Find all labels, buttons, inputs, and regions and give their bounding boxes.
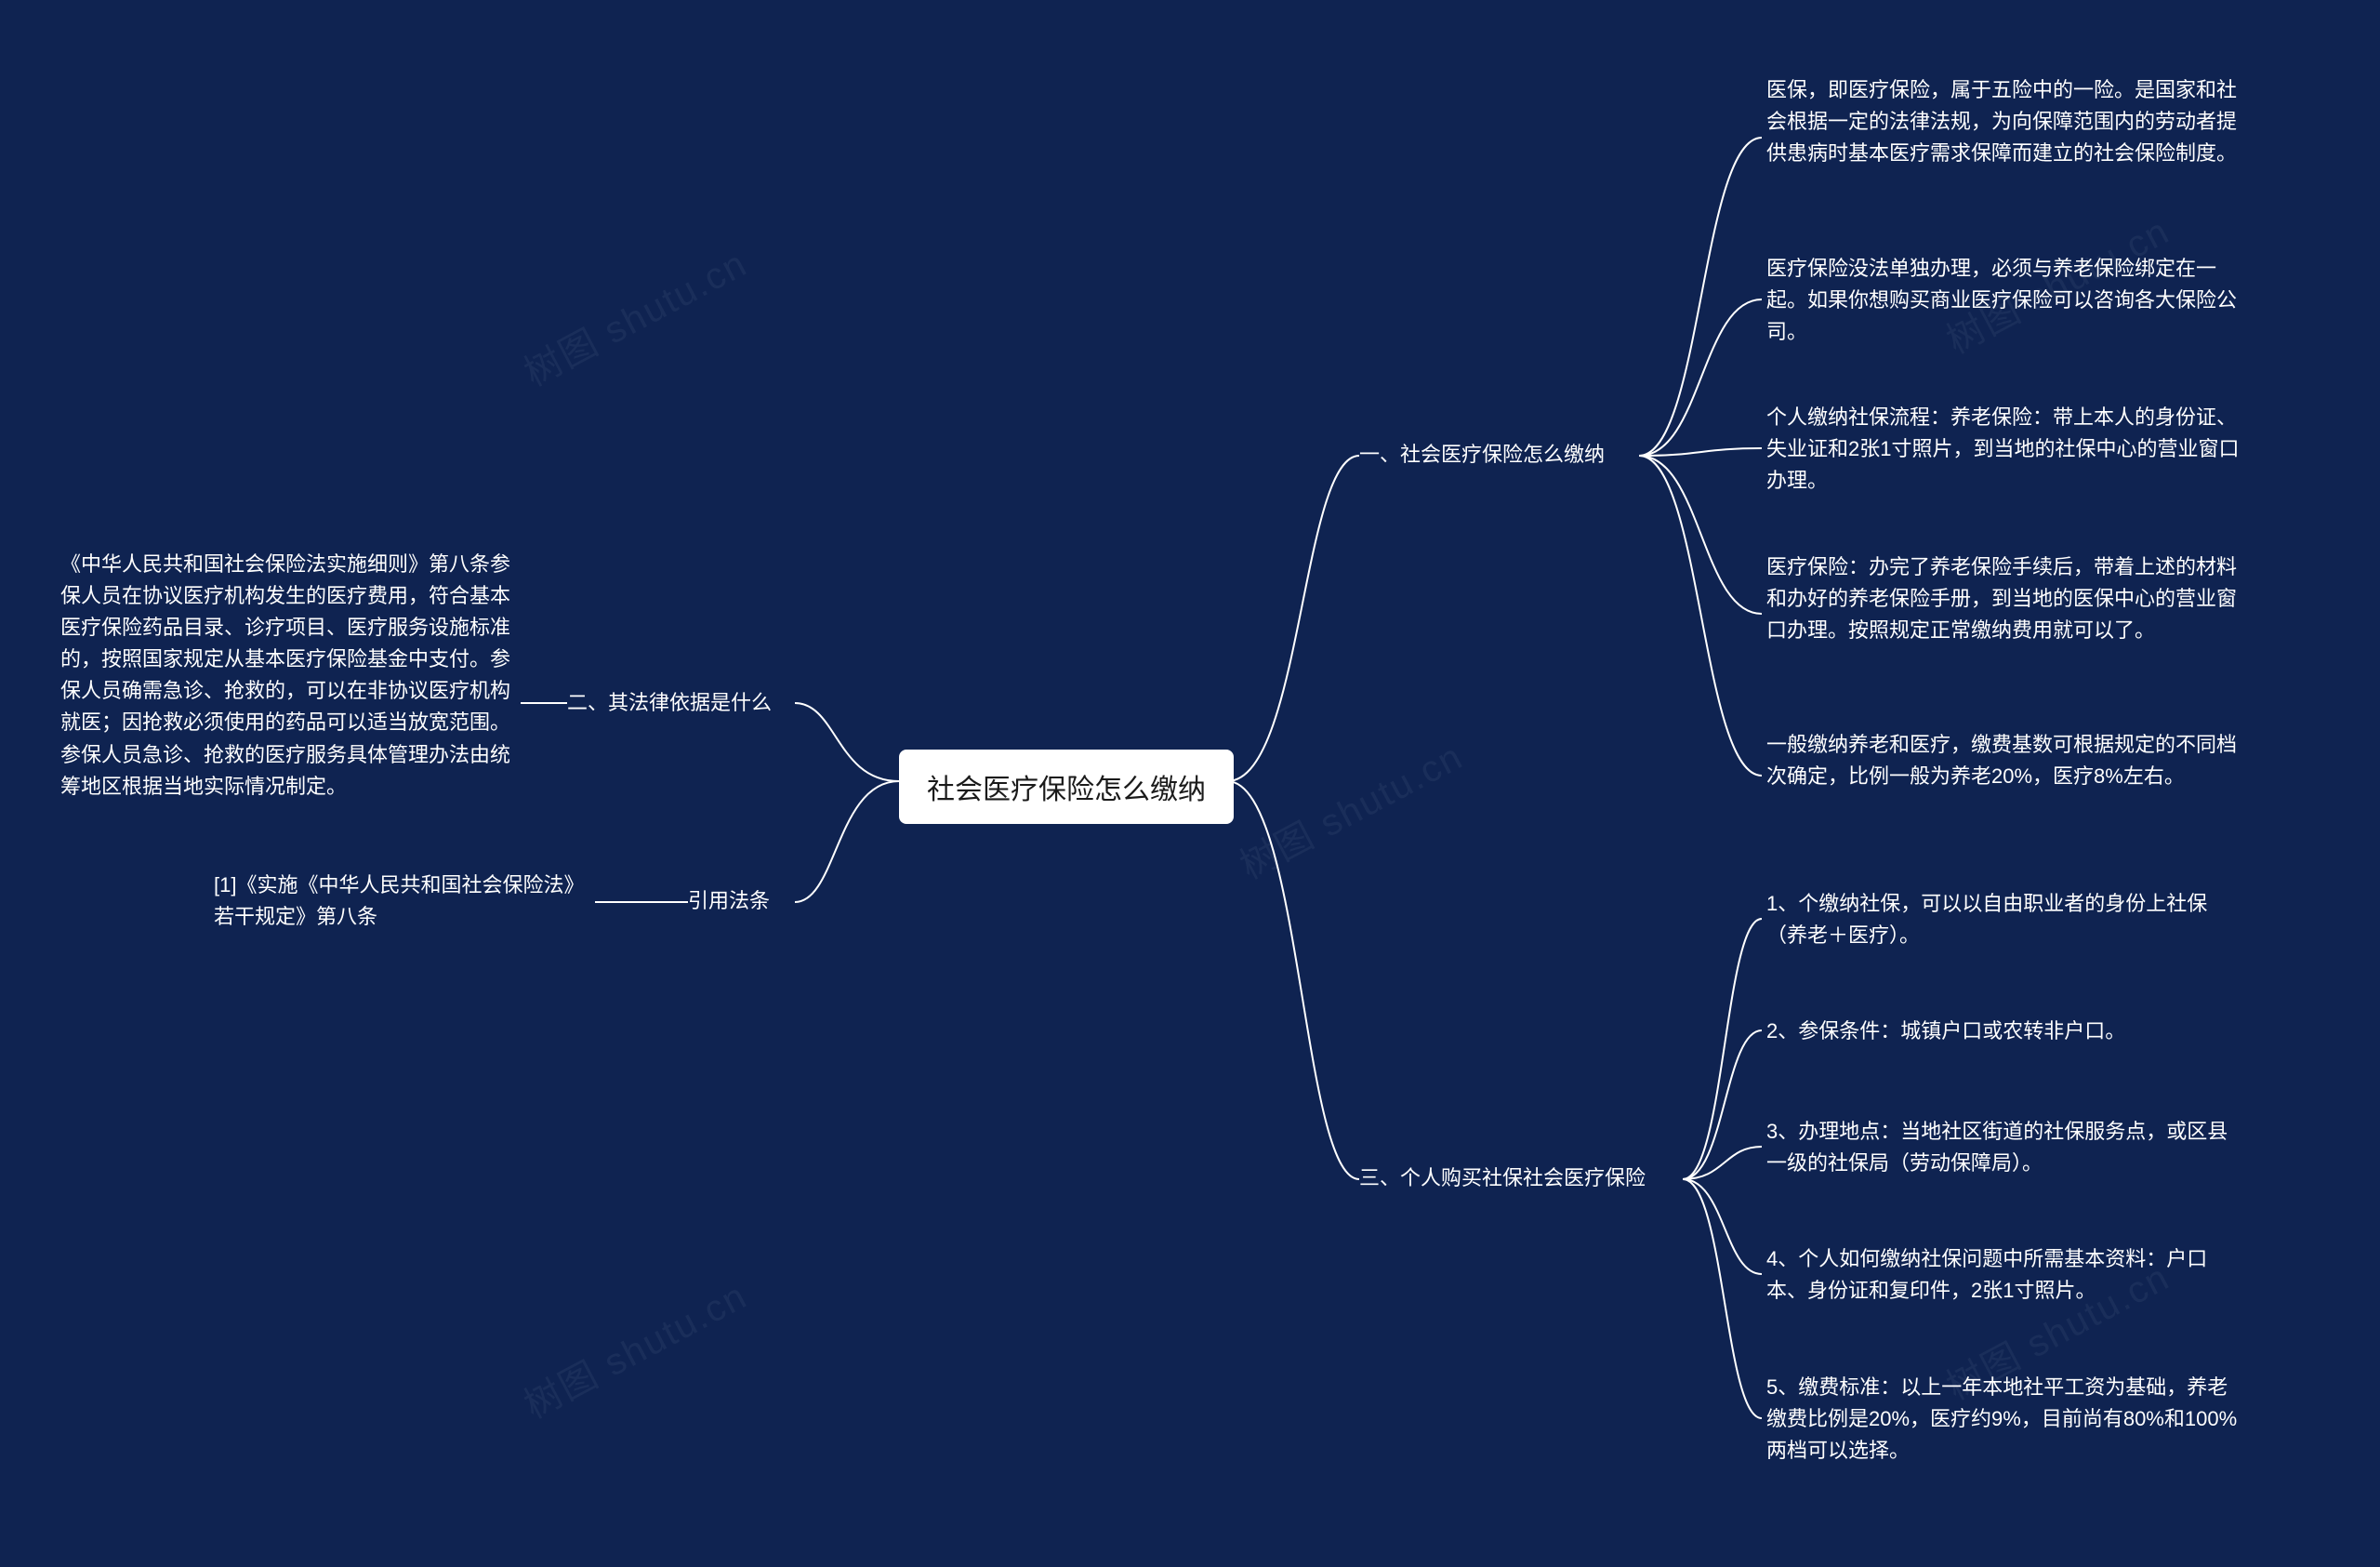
root-node[interactable]: 社会医疗保险怎么缴纳 (899, 750, 1234, 824)
leaf-node: 2、参保条件：城镇户口或农转非户口。 (1766, 1016, 2245, 1047)
leaf-node: 医疗保险没法单独办理，必须与养老保险绑定在一起。如果你想购买商业医疗保险可以咨询… (1766, 253, 2245, 348)
branch-legal-basis[interactable]: 二、其法律依据是什么 (567, 687, 772, 719)
leaf-node: 医保，即医疗保险，属于五险中的一险。是国家和社会根据一定的法律法规，为向保障范围… (1766, 74, 2245, 169)
leaf-node: 个人缴纳社保流程：养老保险：带上本人的身份证、失业证和2张1寸照片，到当地的社保… (1766, 402, 2245, 497)
leaf-node: 1、个缴纳社保，可以以自由职业者的身份上社保（养老＋医疗）。 (1766, 888, 2245, 951)
watermark: 树图 shutu.cn (1229, 726, 1472, 889)
watermark: 树图 shutu.cn (513, 233, 756, 396)
leaf-node: 医疗保险：办完了养老保险手续后，带着上述的材料和办好的养老保险手册，到当地的医保… (1766, 551, 2245, 646)
branch-social-insurance-how[interactable]: 一、社会医疗保险怎么缴纳 (1359, 439, 1605, 471)
leaf-node: 3、办理地点：当地社区街道的社保服务点，或区县一级的社保局（劳动保障局）。 (1766, 1116, 2245, 1179)
watermark: 树图 shutu.cn (513, 1266, 756, 1428)
leaf-node: 《中华人民共和国社会保险法实施细则》第八条参保人员在协议医疗机构发生的医疗费用，… (60, 549, 516, 803)
branch-cited-law[interactable]: 引用法条 (688, 885, 770, 917)
leaf-node: 4、个人如何缴纳社保问题中所需基本资料：户口本、身份证和复印件，2张1寸照片。 (1766, 1243, 2245, 1307)
branch-individual-purchase[interactable]: 三、个人购买社保社会医疗保险 (1359, 1162, 1646, 1194)
leaf-node: 5、缴费标准：以上一年本地社平工资为基础，养老缴费比例是20%，医疗约9%，目前… (1766, 1372, 2245, 1467)
leaf-node: [1]《实施《中华人民共和国社会保险法》若干规定》第八条 (214, 870, 595, 933)
leaf-node: 一般缴纳养老和医疗，缴费基数可根据规定的不同档次确定，比例一般为养老20%，医疗… (1766, 729, 2245, 792)
